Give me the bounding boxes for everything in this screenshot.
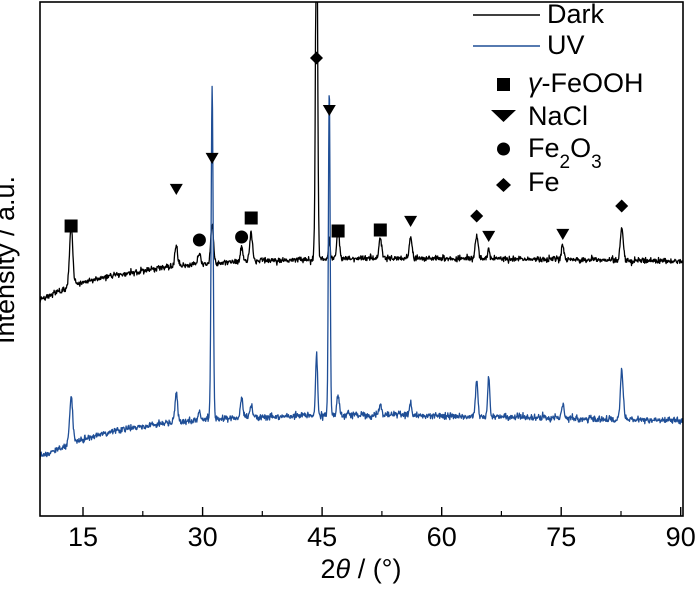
svg-text:75: 75 (546, 522, 576, 552)
svg-text:Dark: Dark (547, 0, 605, 29)
svg-text:Intensity / a.u.: Intensity / a.u. (0, 176, 20, 344)
svg-text:UV: UV (547, 30, 585, 60)
svg-text:45: 45 (307, 522, 337, 552)
svg-text:60: 60 (427, 522, 457, 552)
svg-text:Fe: Fe (528, 167, 560, 197)
svg-text:90: 90 (666, 522, 696, 552)
svg-text:30: 30 (188, 522, 218, 552)
svg-text:15: 15 (68, 522, 98, 552)
svg-text:γ-FeOOH: γ-FeOOH (528, 68, 644, 98)
svg-text:2θ / (°): 2θ / (°) (321, 554, 402, 584)
svg-text:NaCl: NaCl (528, 101, 588, 131)
